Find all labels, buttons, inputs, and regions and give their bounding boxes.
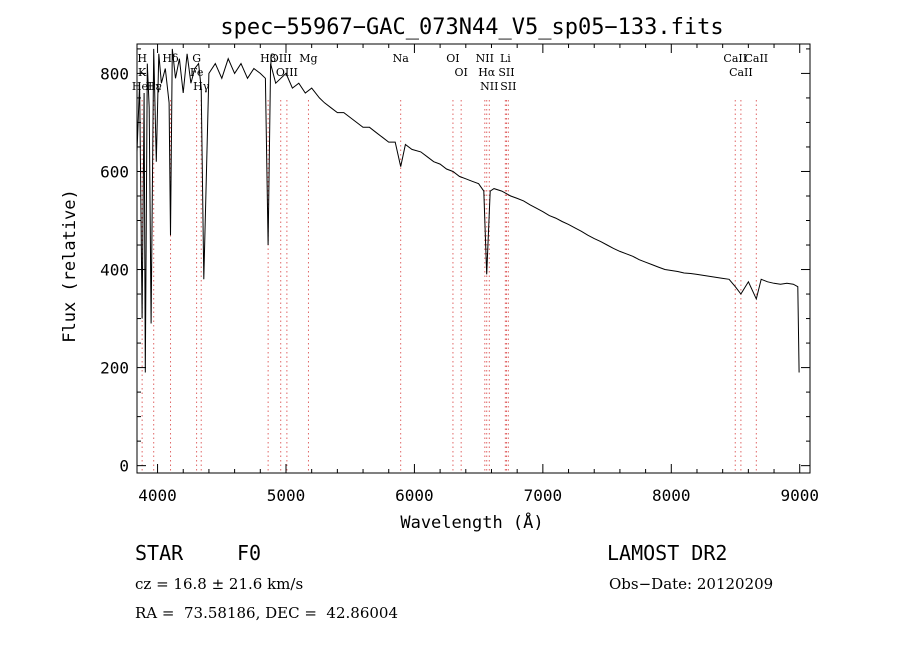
line-label: Fe — [190, 66, 204, 79]
survey-name: LAMOST DR2 — [607, 541, 728, 565]
x-tick-label: 4000 — [138, 486, 177, 505]
chart-title: spec−55967−GAC_073N44_V5_sp05−133.fits — [220, 15, 723, 40]
x-axis-label: Wavelength (Å) — [400, 511, 543, 533]
line-label: Mg — [299, 52, 317, 65]
line-label: Li — [500, 52, 511, 65]
line-label: NII — [476, 52, 494, 65]
y-axis-ticks: 0 200 400 600 800 — [100, 48, 810, 476]
line-label: OIII — [270, 52, 292, 65]
observation-date: Obs−Date: 20120209 — [609, 575, 774, 593]
line-label: Hα — [478, 66, 496, 79]
line-label: Hδ — [162, 52, 179, 65]
redshift-readout: cz = 16.8 ± 21.6 km/s — [135, 575, 304, 593]
line-label: Hβ — [260, 52, 276, 65]
line-label: H — [137, 52, 147, 65]
line-label: G — [192, 52, 201, 65]
y-tick-label: 400 — [100, 261, 129, 280]
x-tick-label: 7000 — [524, 486, 563, 505]
line-label: CaII — [723, 52, 747, 65]
spectrum-line — [136, 48, 800, 373]
x-tick-label: 8000 — [652, 486, 691, 505]
line-label: OI — [454, 66, 467, 79]
line-label: CaII — [744, 52, 768, 65]
x-axis-ticks: 4000 5000 6000 7000 8000 9000 — [138, 44, 819, 505]
line-markers-group — [141, 100, 757, 473]
plot-frame — [136, 43, 811, 474]
line-label: Na — [393, 52, 410, 65]
y-tick-label: 600 — [100, 162, 129, 181]
line-label: OI — [446, 52, 459, 65]
y-tick-label: 200 — [100, 359, 129, 378]
x-tick-label: 5000 — [267, 486, 306, 505]
line-label: SII — [500, 80, 516, 93]
line-label: SII — [498, 66, 514, 79]
object-type: STAR — [135, 541, 184, 565]
line-label: OIII — [276, 66, 298, 79]
line-label: CaII — [729, 66, 753, 79]
y-tick-label: 800 — [100, 64, 129, 83]
y-tick-label: 0 — [119, 457, 129, 476]
x-tick-label: 6000 — [395, 486, 434, 505]
coordinates-readout: RA = 73.58186, DEC = 42.86004 — [135, 604, 399, 622]
line-label: NII — [480, 80, 498, 93]
line-label: K — [138, 66, 147, 79]
spectral-subclass: F0 — [237, 541, 262, 565]
y-axis-label: Flux (relative) — [60, 189, 80, 343]
x-tick-label: 9000 — [780, 486, 819, 505]
